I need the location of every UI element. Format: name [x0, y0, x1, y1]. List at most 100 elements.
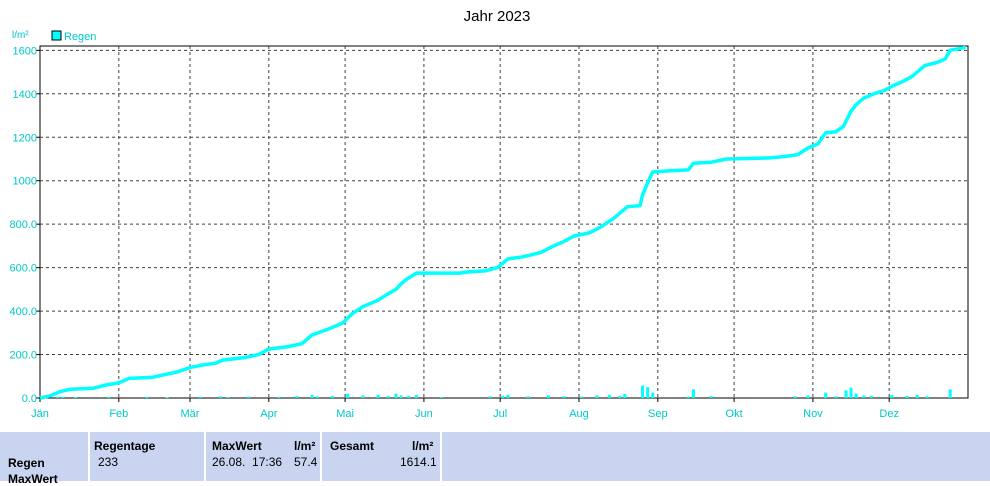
y-tick-label: 1600 — [13, 45, 37, 57]
daily-rain-bar — [107, 396, 111, 398]
legend-label: Regen — [64, 31, 96, 43]
daily-rain-bar — [74, 397, 78, 398]
daily-rain-bar — [361, 395, 365, 398]
daily-rain-bar — [862, 395, 866, 398]
y-tick-label: 400.0 — [9, 306, 37, 318]
y-axis-unit: l/m² — [12, 30, 29, 41]
daily-rain-bar — [806, 395, 810, 398]
regentage-header: Regentage — [94, 439, 156, 453]
daily-rain-bar — [595, 395, 599, 398]
daily-rain-bar — [562, 396, 566, 398]
y-tick-label: 800.0 — [9, 219, 37, 231]
y-tick-label: 200.0 — [9, 350, 37, 362]
daily-rain-bar — [651, 392, 655, 398]
daily-rain-bar — [608, 394, 612, 398]
y-tick-labels: 0.0 200.0 400.0 600.0 800.0 1000 1200 1400 1600 — [9, 45, 37, 405]
daily-rain-bar — [905, 395, 909, 398]
daily-rain-bar — [641, 385, 645, 398]
daily-rain-bar — [346, 393, 350, 398]
x-tick-labels: Jän Feb Mär Apr Mai Jun Jul Aug Sep Okt Nov Dez — [31, 408, 899, 420]
daily-rain-bar — [295, 395, 299, 398]
y-tick-label: 600.0 — [9, 263, 37, 275]
daily-rain-bar — [580, 396, 584, 398]
daily-rain-bar — [824, 392, 828, 398]
daily-rain-bar — [488, 396, 492, 398]
maxwert-unit: l/m² — [294, 439, 316, 453]
daily-rain-bar — [386, 396, 390, 398]
x-tick-label: Dez — [879, 408, 899, 420]
row-label-regen: Regen — [8, 456, 45, 470]
daily-rain-bar — [219, 396, 223, 398]
daily-rain-bar — [834, 396, 838, 398]
daily-rain-bar — [925, 396, 929, 398]
x-tick-label: Aug — [569, 408, 589, 420]
daily-rain-bar — [948, 389, 952, 398]
x-tick-label: Okt — [726, 408, 743, 420]
maxwert-header: MaxWert — [212, 439, 262, 453]
daily-rain-bar — [506, 394, 510, 398]
stats-maxwert-column: MaxWert l/m² 26.08. 17:36 57.4 — [206, 432, 322, 481]
gesamt-header: Gesamt — [330, 439, 375, 453]
x-tick-label: Feb — [109, 408, 128, 420]
legend-swatch — [51, 30, 62, 41]
x-tick-label: Nov — [803, 408, 823, 420]
x-tick-label: Apr — [260, 408, 277, 420]
y-tick-label: 1200 — [13, 132, 37, 144]
daily-rain-bar — [849, 387, 853, 398]
rain-chart: Jahr 2023 l/m² Regen 0.0 200.0 400.0 600.0 8… — [9, 8, 969, 420]
daily-rain-bar — [394, 393, 398, 398]
daily-rain-bars — [56, 385, 952, 398]
daily-rain-bar — [407, 395, 411, 398]
plot-area — [39, 45, 969, 399]
gesamt-unit: l/m² — [412, 439, 434, 453]
daily-rain-bar — [793, 396, 797, 398]
x-tick-label: Mai — [336, 408, 354, 420]
daily-rain-bar — [198, 396, 202, 398]
daily-rain-bar — [277, 396, 281, 398]
daily-rain-bar — [399, 395, 403, 398]
daily-rain-bar — [330, 395, 334, 398]
gesamt-value: 1614.1 — [400, 455, 437, 469]
daily-rain-bar — [546, 395, 550, 398]
daily-rain-bar — [56, 396, 60, 398]
maxwert-value: 57.4 — [294, 455, 318, 469]
row-label-maxwert: MaxWert — [8, 472, 58, 486]
regentage-value: 233 — [98, 455, 119, 469]
daily-rain-bar — [844, 390, 848, 398]
y-tick-label: 1400 — [13, 89, 37, 101]
stats-gesamt-column: Gesamt l/m² 1614.1 — [322, 432, 442, 481]
daily-rain-bar — [414, 394, 418, 398]
x-tick-label: Mär — [181, 408, 200, 420]
daily-rain-bar — [869, 395, 873, 398]
daily-rain-bar — [61, 396, 65, 398]
daily-rain-bar — [646, 387, 650, 398]
chart-title: Jahr 2023 — [464, 8, 531, 25]
daily-rain-bar — [315, 396, 319, 398]
daily-rain-bar — [709, 395, 713, 398]
daily-rain-bar — [165, 397, 169, 398]
daily-rain-bar — [526, 396, 530, 398]
daily-rain-bar — [501, 395, 505, 398]
daily-rain-bar — [618, 395, 622, 398]
stats-panel: Regen MaxWert Regentage 233 MaxWert l/m²… — [0, 432, 990, 486]
daily-rain-bar — [310, 394, 314, 398]
daily-rain-bar — [226, 396, 230, 398]
cumulative-rain-line — [39, 45, 966, 400]
daily-rain-bar — [915, 394, 919, 398]
maxwert-datetime: 26.08. 17:36 — [212, 455, 283, 469]
stats-label-column: Regen MaxWert — [0, 432, 90, 486]
x-tick-label: Jän — [31, 408, 49, 420]
x-tick-label: Sep — [648, 408, 668, 420]
stats-regentage-column: Regentage 233 — [90, 432, 206, 481]
daily-rain-bar — [246, 396, 250, 398]
x-tick-label: Jun — [415, 408, 433, 420]
y-tick-label: 0.0 — [22, 393, 37, 405]
daily-rain-bar — [854, 393, 858, 398]
daily-rain-bar — [623, 394, 627, 398]
daily-rain-bar — [145, 396, 149, 398]
daily-rain-bar — [376, 394, 380, 398]
daily-rain-bar — [440, 396, 444, 398]
grid-lines — [36, 46, 968, 402]
daily-rain-bar — [691, 389, 695, 398]
x-tick-label: Jul — [493, 408, 507, 420]
